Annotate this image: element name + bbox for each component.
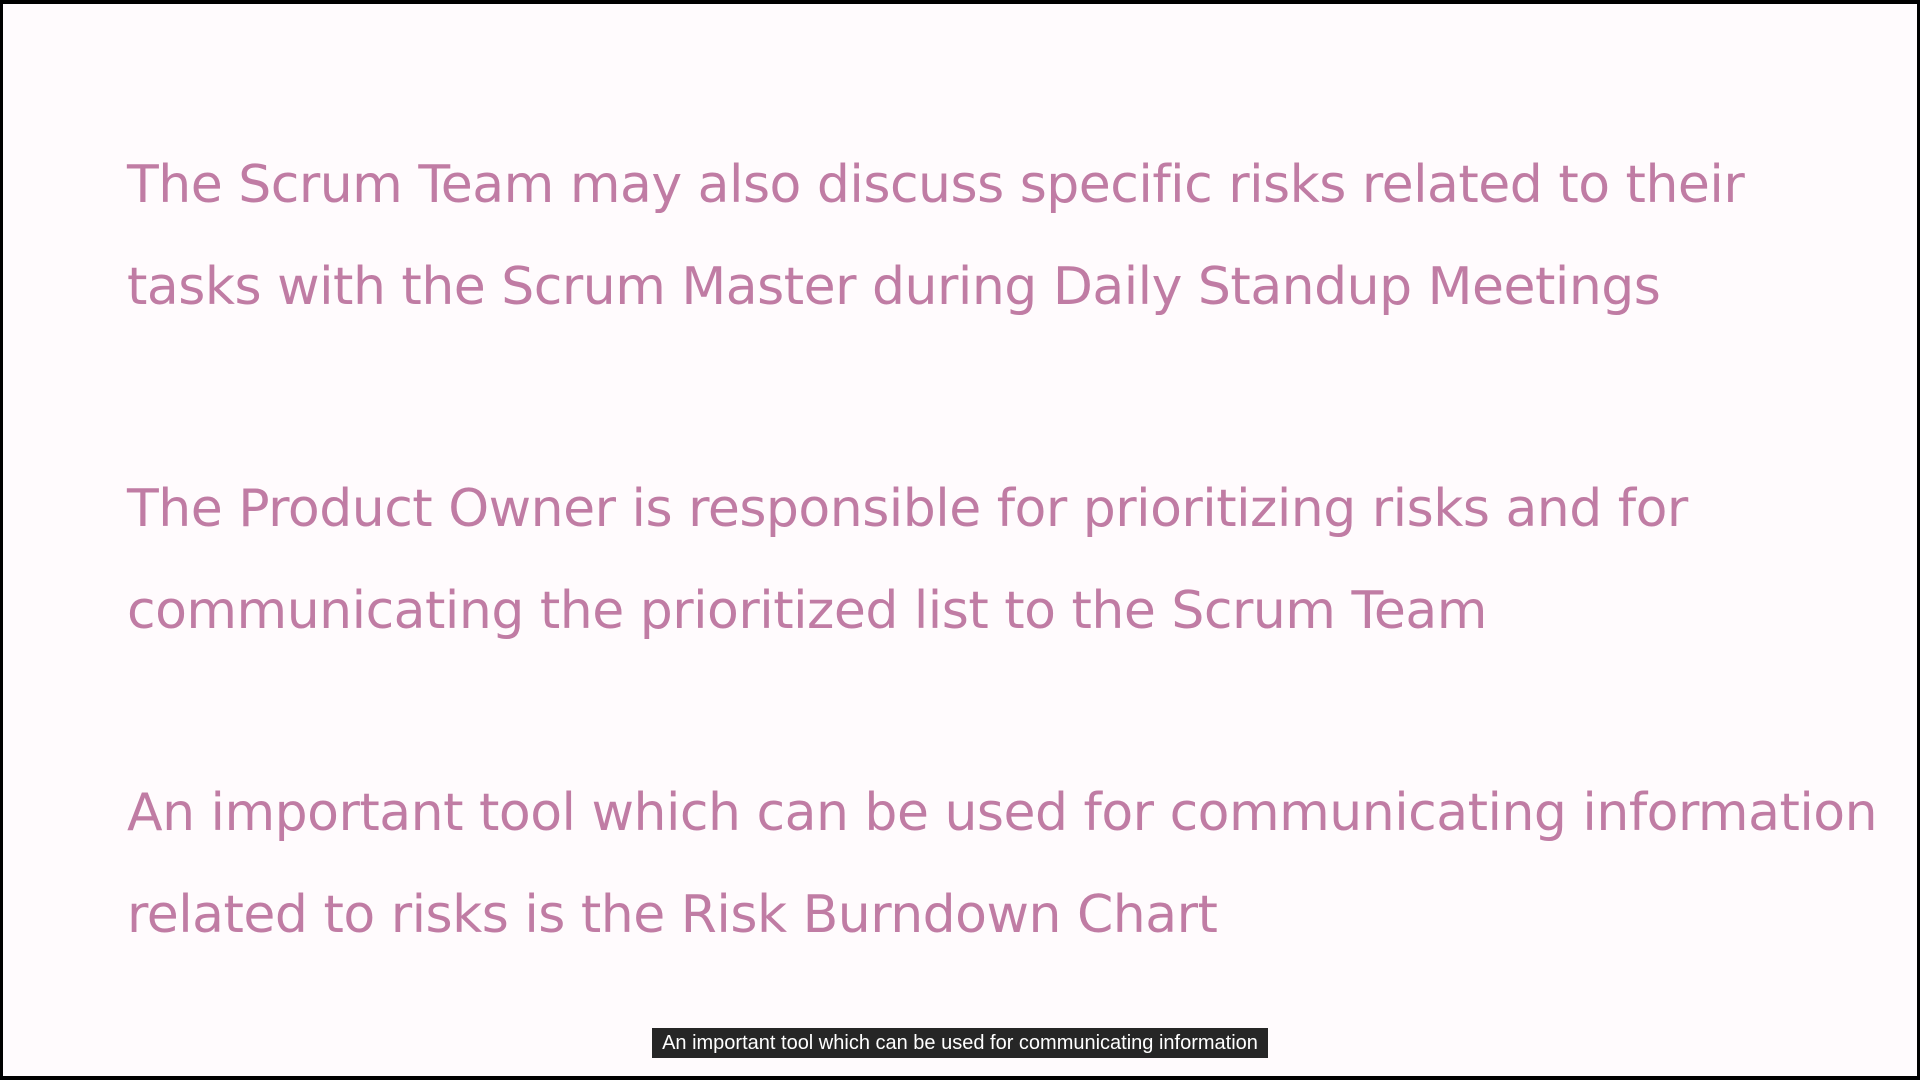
paragraph-line: The Product Owner is responsible for pri… [127,479,1688,539]
slide-paragraph-product-owner: The Product Owner is responsible for pri… [127,458,1688,662]
paragraph-line: related to risks is the Risk Burndown Ch… [127,885,1218,945]
paragraph-line: The Scrum Team may also discuss specific… [127,155,1745,215]
paragraph-line: tasks with the Scrum Master during Daily… [127,257,1661,317]
paragraph-line: An important tool which can be used for … [127,783,1878,843]
video-frame[interactable]: The Scrum Team may also discuss specific… [3,4,1917,1076]
slide-paragraph-risk-burndown: An important tool which can be used for … [127,762,1878,966]
subtitle-caption: An important tool which can be used for … [652,1028,1268,1058]
caption-container: An important tool which can be used for … [3,1028,1917,1058]
slide-paragraph-scrum-team-risks: The Scrum Team may also discuss specific… [127,134,1745,338]
paragraph-line: communicating the prioritized list to th… [127,581,1487,641]
